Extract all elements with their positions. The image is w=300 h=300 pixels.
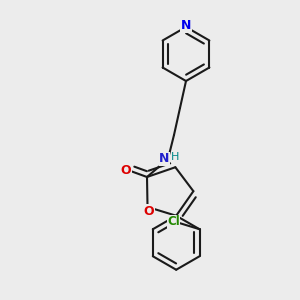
Text: H: H [171, 152, 180, 163]
Text: Cl: Cl [167, 215, 180, 228]
Text: N: N [159, 152, 170, 166]
Text: N: N [181, 19, 191, 32]
Text: O: O [144, 205, 154, 218]
Text: O: O [121, 164, 131, 178]
